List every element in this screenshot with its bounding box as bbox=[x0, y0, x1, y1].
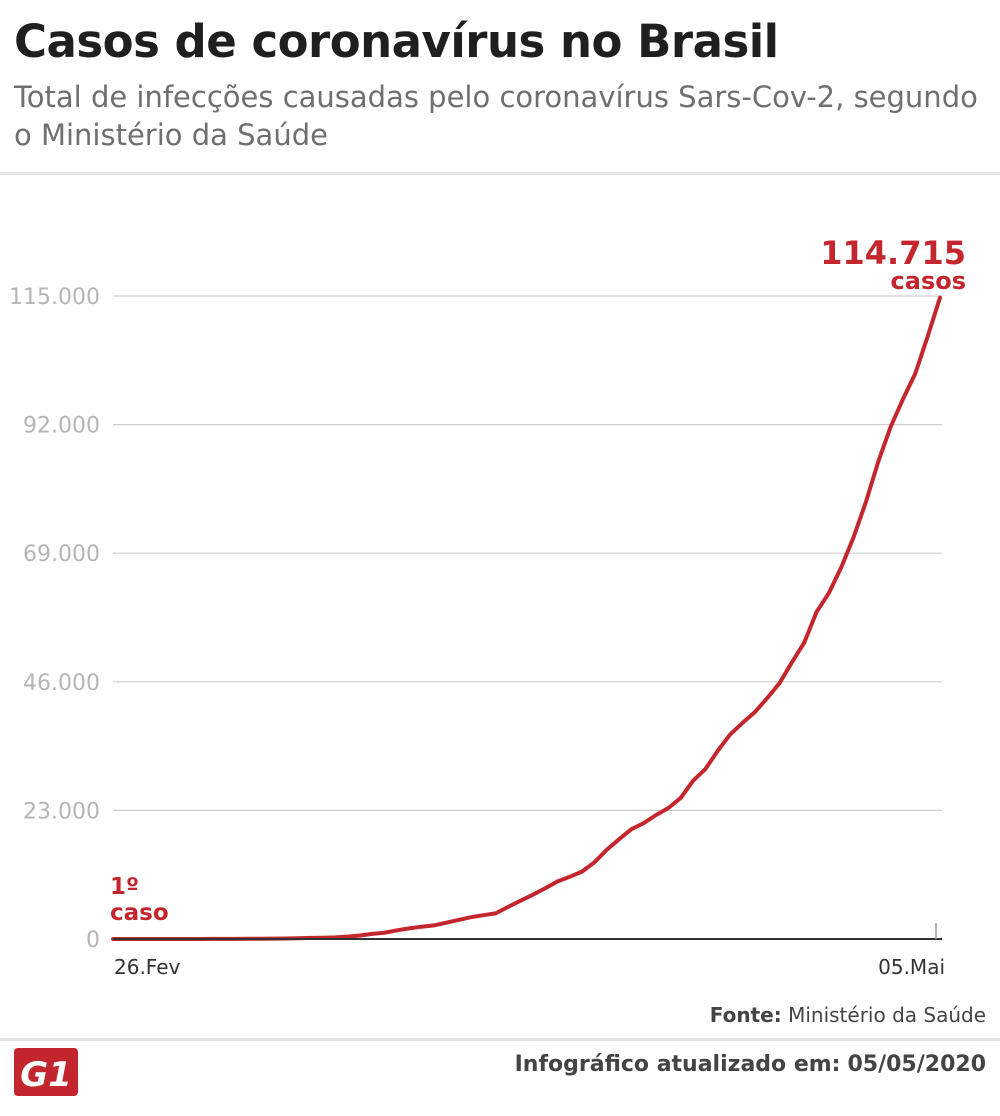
latest-total-annotation-value: 114.715 bbox=[820, 234, 966, 272]
updated-date: Infográfico atualizado em: 05/05/2020 bbox=[515, 1052, 986, 1077]
grid-lines bbox=[113, 295, 942, 812]
cases-series-line bbox=[111, 295, 942, 941]
y-tick-label-0: 0 bbox=[86, 928, 100, 953]
x-tick-label-end: 05.Mai bbox=[878, 955, 945, 979]
g1-logo: G1 bbox=[14, 1048, 78, 1096]
y-tick-label-4: 92.000 bbox=[23, 414, 100, 439]
y-tick-label-3: 69.000 bbox=[23, 542, 100, 567]
header-divider bbox=[0, 172, 1000, 175]
x-tick-label-start: 26.Fev bbox=[114, 955, 181, 979]
y-tick-label-1: 23.000 bbox=[23, 799, 100, 824]
footer-divider bbox=[0, 1038, 1000, 1041]
y-tick-label-2: 46.000 bbox=[23, 671, 100, 696]
source-value: Ministério da Saúde bbox=[788, 1003, 986, 1027]
page-title: Casos de coronavírus no Brasil bbox=[14, 15, 779, 68]
y-tick-labels: 0 23.000 46.000 69.000 92.000 115.000 bbox=[9, 285, 100, 953]
first-case-annotation-line1: 1º bbox=[110, 874, 139, 900]
source-credit: Fonte: Ministério da Saúde bbox=[710, 1003, 986, 1027]
source-label: Fonte: bbox=[709, 1003, 782, 1027]
g1-logo-text: G1 bbox=[20, 1055, 72, 1095]
latest-total-annotation-unit: casos bbox=[891, 267, 966, 295]
first-case-annotation-line2: caso bbox=[110, 900, 169, 926]
y-tick-label-5: 115.000 bbox=[9, 285, 100, 310]
updated-value: 05/05/2020 bbox=[847, 1052, 986, 1077]
updated-label: Infográfico atualizado em: bbox=[514, 1052, 841, 1077]
page-subtitle: Total de infecções causadas pelo coronav… bbox=[14, 80, 978, 152]
